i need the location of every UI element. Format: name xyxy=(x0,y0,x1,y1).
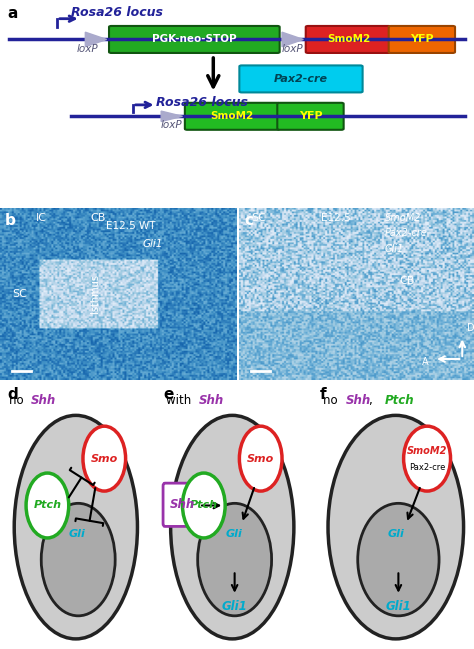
Text: loxP: loxP xyxy=(161,119,182,130)
Text: Rosa26 locus: Rosa26 locus xyxy=(156,95,248,108)
Circle shape xyxy=(26,473,69,538)
Text: with: with xyxy=(166,395,195,408)
Text: YFP: YFP xyxy=(410,34,434,45)
Polygon shape xyxy=(85,32,107,47)
Text: Rosa26 locus: Rosa26 locus xyxy=(71,6,163,19)
Text: Gli: Gli xyxy=(225,530,242,539)
Text: Gli1: Gli1 xyxy=(385,600,411,613)
Polygon shape xyxy=(282,32,303,47)
Text: Gli: Gli xyxy=(69,530,86,539)
Text: SmoM2: SmoM2 xyxy=(210,111,254,121)
Text: Pax2-cre: Pax2-cre xyxy=(409,463,445,472)
Ellipse shape xyxy=(14,415,137,639)
Text: Gli1: Gli1 xyxy=(142,239,163,249)
Text: E12.5: E12.5 xyxy=(321,213,351,223)
Text: D: D xyxy=(467,323,474,333)
Text: Ptch: Ptch xyxy=(33,500,62,511)
Text: Shh: Shh xyxy=(346,395,371,408)
Text: no: no xyxy=(323,395,341,408)
Circle shape xyxy=(403,426,450,491)
Polygon shape xyxy=(161,111,182,121)
Text: Shh: Shh xyxy=(30,395,55,408)
Text: loxP: loxP xyxy=(282,44,303,54)
Circle shape xyxy=(182,473,225,538)
Ellipse shape xyxy=(171,415,294,639)
FancyBboxPatch shape xyxy=(185,103,280,130)
Text: E12.5 WT: E12.5 WT xyxy=(106,221,155,232)
Ellipse shape xyxy=(328,415,464,639)
FancyBboxPatch shape xyxy=(389,26,455,53)
Text: e: e xyxy=(164,387,174,402)
Text: Isthmus: Isthmus xyxy=(90,274,100,313)
Text: Gli: Gli xyxy=(388,530,405,539)
Circle shape xyxy=(239,426,282,491)
Text: SmoM2: SmoM2 xyxy=(407,447,447,456)
Text: CB: CB xyxy=(399,276,414,286)
Text: IC: IC xyxy=(36,213,46,223)
FancyBboxPatch shape xyxy=(306,26,391,53)
Text: Shh: Shh xyxy=(199,395,224,408)
Text: loxP: loxP xyxy=(77,44,99,54)
Text: Smo: Smo xyxy=(247,454,274,463)
Text: Gli1: Gli1 xyxy=(385,244,404,254)
Text: YFP: YFP xyxy=(299,111,322,121)
Circle shape xyxy=(41,504,115,616)
Circle shape xyxy=(83,426,126,491)
Circle shape xyxy=(358,504,439,616)
Text: Smo: Smo xyxy=(91,454,118,463)
Text: Pax2-cre: Pax2-cre xyxy=(385,228,428,238)
FancyBboxPatch shape xyxy=(239,66,363,92)
Text: d: d xyxy=(7,387,18,402)
Text: a: a xyxy=(7,6,18,21)
Text: Shh: Shh xyxy=(169,498,195,511)
Text: Pax2-cre: Pax2-cre xyxy=(274,74,328,84)
FancyBboxPatch shape xyxy=(109,26,280,53)
Text: CB: CB xyxy=(90,213,105,223)
Text: Ptch: Ptch xyxy=(385,395,414,408)
Text: Gli1: Gli1 xyxy=(222,600,247,613)
Text: SmoM2: SmoM2 xyxy=(327,34,370,45)
Text: b: b xyxy=(5,213,16,228)
Text: PGK-neo-STOP: PGK-neo-STOP xyxy=(152,34,237,45)
Text: SC: SC xyxy=(12,289,27,299)
Text: ,: , xyxy=(369,395,376,408)
Text: Ptch: Ptch xyxy=(190,500,218,511)
Text: SmoM2: SmoM2 xyxy=(385,213,421,223)
FancyBboxPatch shape xyxy=(277,103,344,130)
Text: A: A xyxy=(422,358,429,367)
Text: no: no xyxy=(9,395,28,408)
Circle shape xyxy=(198,504,272,616)
Text: f: f xyxy=(320,387,327,402)
FancyBboxPatch shape xyxy=(163,483,201,526)
Text: c: c xyxy=(244,213,253,228)
Text: SC: SC xyxy=(251,213,266,223)
